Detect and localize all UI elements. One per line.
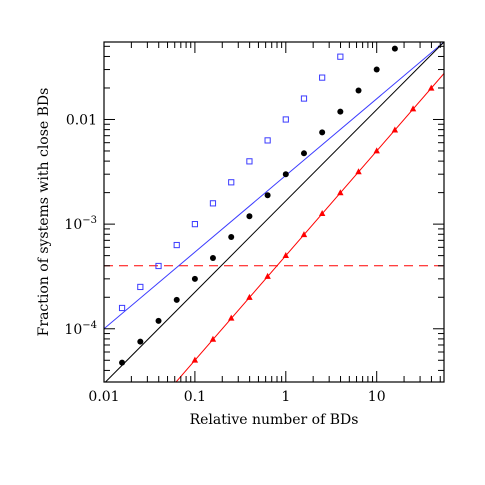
series-1-point [246, 213, 253, 220]
series-0-point [264, 137, 271, 144]
series-2-point [409, 105, 417, 112]
series-2-point [264, 272, 271, 279]
series-1-point [264, 192, 271, 199]
series-2-line [175, 73, 444, 382]
series-1-point [391, 45, 398, 52]
axis-ticks [103, 42, 444, 382]
series-0-point [337, 53, 344, 60]
x-axis-title: Relative number of BDs [190, 412, 359, 428]
plot-area [104, 42, 444, 382]
series-2-point [355, 168, 362, 175]
series-0-point [118, 304, 126, 312]
series-1-point [155, 317, 162, 324]
x-tick-label: 0.01 [88, 389, 119, 405]
series-2-point [209, 335, 217, 342]
series-2-point [318, 210, 326, 217]
series-0-point [282, 116, 289, 123]
series-0-point [173, 241, 180, 249]
y-axis-title: Fraction of systems with close BDs [36, 88, 52, 337]
series-2-point [228, 314, 235, 321]
x-tick-label: 1 [281, 389, 290, 405]
x-tick-label: 0.1 [184, 389, 206, 405]
series-0-line [104, 42, 444, 330]
series-0-point [246, 158, 253, 165]
series-1-point [228, 234, 235, 241]
series-0-point [191, 221, 199, 228]
tick-labels: 0.01 0.1 1 10 10−4 10−3 0.01 [64, 112, 385, 405]
series-1-point [209, 254, 216, 261]
series-2-point [373, 147, 380, 154]
series-1-point [119, 359, 126, 366]
series-2-point [428, 84, 435, 91]
series-1-line [104, 42, 444, 382]
series-2-point [391, 126, 399, 133]
series-2-point [191, 356, 199, 363]
y-tick-label: 0.01 [66, 112, 97, 128]
x-tick-label: 10 [368, 389, 386, 405]
series-2-point [282, 252, 290, 259]
series-2-point [300, 231, 308, 238]
series-0-point [228, 179, 235, 186]
series-1-point [373, 66, 380, 73]
series-0-point [209, 200, 217, 207]
series-0-point [155, 262, 162, 270]
series-2-point [246, 293, 253, 300]
series-0-point [319, 74, 326, 81]
series-1-point [173, 296, 180, 303]
series-0-point [300, 95, 308, 102]
series-1-point [191, 275, 198, 282]
series-1-point [137, 338, 144, 345]
y-tick-label: 10−3 [64, 215, 97, 233]
y-tick-label: 10−4 [64, 320, 97, 338]
series-2-point [337, 189, 344, 196]
series-1-point [355, 87, 362, 94]
series-1-point [319, 129, 326, 136]
series-0-point [137, 283, 144, 291]
series-1-point [300, 150, 307, 157]
series-1-point [282, 171, 289, 178]
plot-frame [103, 41, 445, 383]
series-1-point [337, 108, 344, 115]
